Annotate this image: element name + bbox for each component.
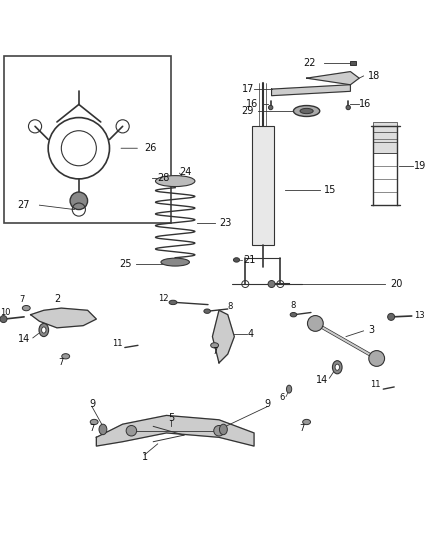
Text: 14: 14 <box>316 375 328 385</box>
Text: 6: 6 <box>279 393 285 402</box>
Text: 22: 22 <box>303 58 315 68</box>
Text: 9: 9 <box>264 399 270 409</box>
Text: 26: 26 <box>145 143 157 154</box>
Ellipse shape <box>219 424 227 435</box>
Ellipse shape <box>211 343 219 348</box>
Circle shape <box>214 425 224 436</box>
Ellipse shape <box>290 312 297 317</box>
Ellipse shape <box>332 361 342 374</box>
Ellipse shape <box>90 419 98 425</box>
Text: 7: 7 <box>89 424 95 433</box>
Polygon shape <box>31 308 96 328</box>
Text: 12: 12 <box>158 294 169 303</box>
Ellipse shape <box>62 354 70 359</box>
Ellipse shape <box>99 424 107 435</box>
Bar <box>252 126 274 245</box>
Circle shape <box>126 425 137 436</box>
Text: 25: 25 <box>119 260 131 269</box>
Bar <box>4 56 171 223</box>
Text: 11: 11 <box>371 380 381 389</box>
Circle shape <box>346 106 350 110</box>
Text: 20: 20 <box>390 279 402 289</box>
Text: 27: 27 <box>18 200 30 210</box>
Text: 16: 16 <box>246 100 258 109</box>
Ellipse shape <box>303 419 311 425</box>
Ellipse shape <box>22 305 30 311</box>
Circle shape <box>307 316 323 332</box>
Text: 18: 18 <box>368 71 380 81</box>
Text: 28: 28 <box>158 173 170 183</box>
Text: 7: 7 <box>300 424 305 433</box>
Text: 19: 19 <box>414 161 426 171</box>
Ellipse shape <box>293 106 320 117</box>
Ellipse shape <box>233 258 240 262</box>
Text: 7: 7 <box>59 358 64 367</box>
Ellipse shape <box>161 258 190 266</box>
Text: 8: 8 <box>228 302 233 311</box>
FancyBboxPatch shape <box>141 174 152 182</box>
Text: 2: 2 <box>54 294 60 304</box>
Circle shape <box>268 106 273 110</box>
Circle shape <box>369 351 385 366</box>
Ellipse shape <box>286 385 292 393</box>
Text: 7: 7 <box>19 295 25 304</box>
Text: 21: 21 <box>243 255 255 265</box>
Bar <box>373 142 398 152</box>
Bar <box>373 132 398 143</box>
Text: 8: 8 <box>291 302 296 310</box>
Text: 7: 7 <box>212 348 217 357</box>
Text: 23: 23 <box>219 217 231 228</box>
Ellipse shape <box>39 324 49 336</box>
Ellipse shape <box>155 175 195 187</box>
Text: 13: 13 <box>414 311 424 320</box>
Text: 17: 17 <box>242 84 254 94</box>
Ellipse shape <box>42 327 46 333</box>
Text: 24: 24 <box>180 167 192 177</box>
Text: 15: 15 <box>324 185 336 195</box>
Text: 5: 5 <box>168 413 174 423</box>
Text: 11: 11 <box>112 338 123 348</box>
Text: 9: 9 <box>89 399 95 409</box>
Polygon shape <box>307 71 359 85</box>
Circle shape <box>388 313 395 320</box>
Text: 3: 3 <box>368 325 374 335</box>
Ellipse shape <box>300 108 313 114</box>
Text: 10: 10 <box>0 308 11 317</box>
Ellipse shape <box>169 300 177 304</box>
Text: 14: 14 <box>18 334 31 344</box>
Text: 1: 1 <box>141 452 148 462</box>
Bar <box>350 61 356 65</box>
Circle shape <box>70 192 88 209</box>
Text: 16: 16 <box>359 100 371 109</box>
Bar <box>373 122 398 133</box>
Ellipse shape <box>335 364 339 370</box>
Polygon shape <box>212 310 234 363</box>
Circle shape <box>268 280 275 287</box>
Text: 4: 4 <box>247 329 254 340</box>
Polygon shape <box>272 85 350 96</box>
Ellipse shape <box>204 309 210 313</box>
Polygon shape <box>96 415 254 446</box>
Circle shape <box>0 316 7 322</box>
Text: 29: 29 <box>242 106 254 116</box>
